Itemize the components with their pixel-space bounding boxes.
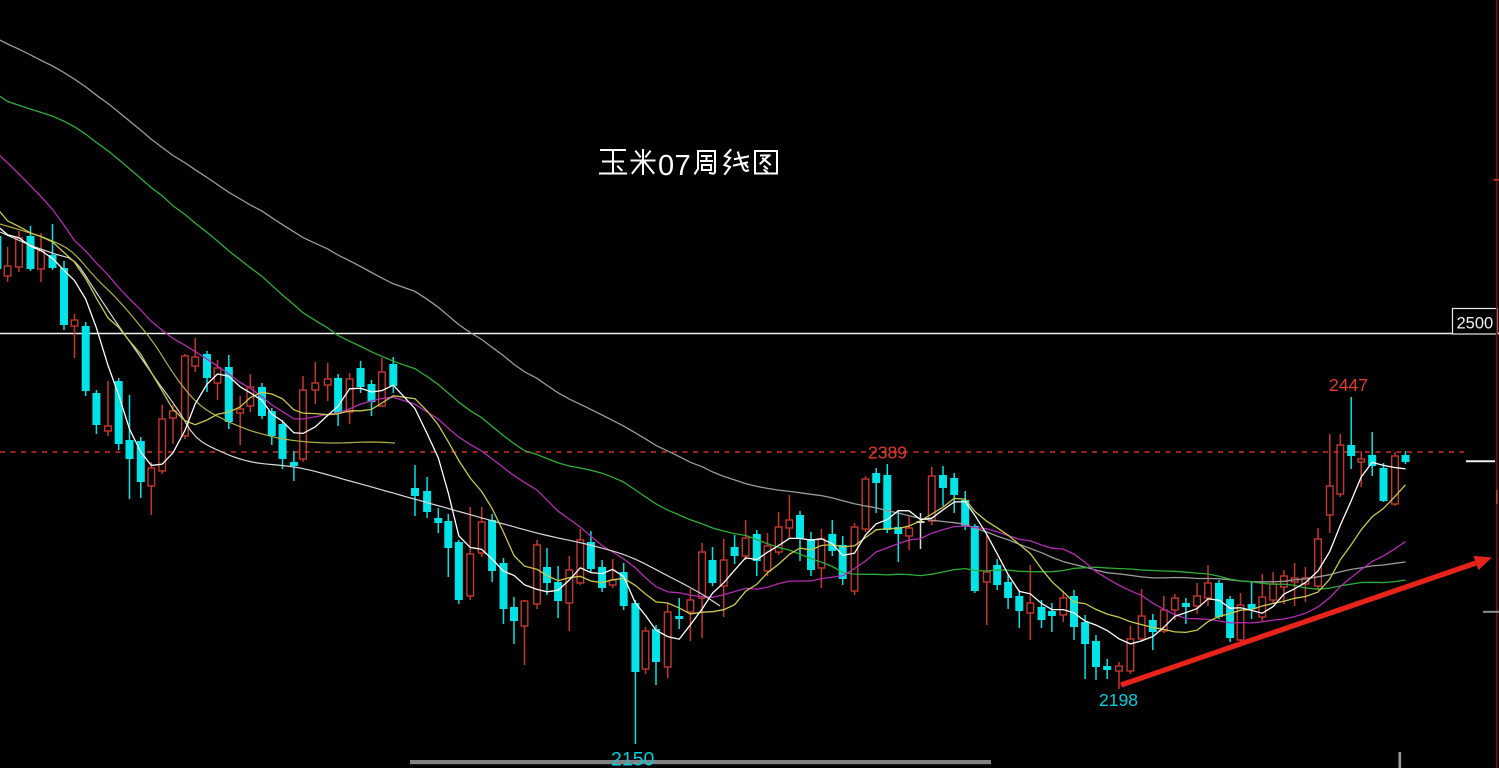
svg-text:2447: 2447 [1329,375,1368,395]
svg-text:2389: 2389 [868,443,907,463]
svg-text:2198: 2198 [1099,690,1138,710]
svg-text:2150: 2150 [611,749,655,768]
svg-text:2500: 2500 [1457,315,1494,333]
svg-text:07: 07 [658,150,691,182]
